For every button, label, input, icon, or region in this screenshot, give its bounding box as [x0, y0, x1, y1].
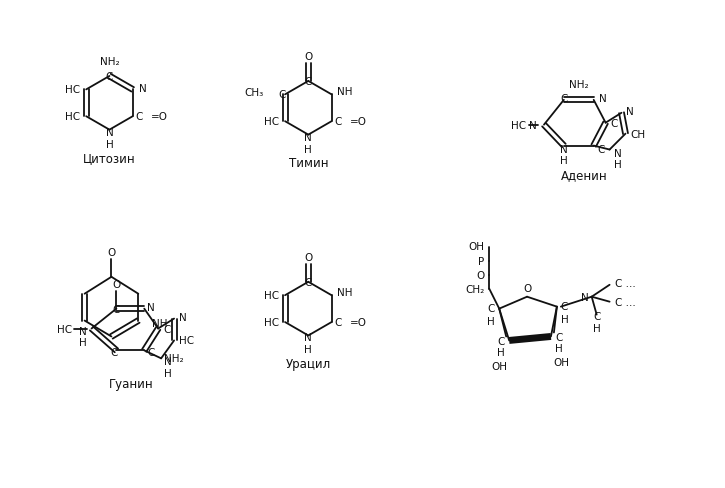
- Text: N: N: [581, 292, 589, 302]
- Text: O: O: [523, 283, 531, 293]
- Text: =O: =O: [349, 317, 366, 327]
- Text: O: O: [112, 279, 120, 289]
- Text: C: C: [136, 112, 143, 122]
- Text: N: N: [560, 144, 568, 154]
- Text: H: H: [304, 144, 312, 154]
- Text: H: H: [304, 345, 312, 355]
- Text: O: O: [304, 252, 312, 263]
- Text: HC: HC: [65, 85, 80, 95]
- Text: N: N: [304, 132, 312, 142]
- Text: OH: OH: [468, 242, 484, 251]
- Text: C: C: [555, 333, 563, 343]
- Text: HC: HC: [57, 324, 72, 334]
- Text: HC: HC: [65, 112, 80, 122]
- Text: C: C: [112, 304, 120, 314]
- Text: C ...: C ...: [615, 297, 635, 307]
- Text: C: C: [334, 317, 342, 327]
- Text: C: C: [488, 303, 495, 313]
- Text: N: N: [79, 326, 86, 336]
- Text: CH₃: CH₃: [244, 88, 263, 98]
- Text: H: H: [164, 368, 172, 379]
- Text: P: P: [478, 256, 484, 266]
- Text: O: O: [476, 270, 484, 280]
- Text: OH: OH: [491, 362, 508, 371]
- Text: H: H: [106, 139, 113, 149]
- Text: N: N: [599, 94, 606, 103]
- Text: O: O: [107, 247, 115, 258]
- Text: =O: =O: [349, 117, 366, 127]
- Text: H: H: [487, 316, 495, 326]
- Text: H: H: [613, 160, 621, 170]
- Text: H: H: [561, 314, 568, 324]
- Text: HC: HC: [264, 117, 279, 127]
- Text: C: C: [111, 347, 118, 358]
- Text: HC: HC: [264, 317, 279, 327]
- Text: =O: =O: [151, 112, 167, 122]
- Text: Урацил: Урацил: [286, 357, 331, 370]
- Text: C: C: [163, 324, 170, 334]
- Text: CH: CH: [631, 129, 645, 140]
- Text: N: N: [613, 148, 621, 158]
- Text: C: C: [498, 337, 505, 347]
- Text: Тимин: Тимин: [289, 157, 328, 170]
- Text: CH₂: CH₂: [465, 284, 484, 294]
- Text: C: C: [560, 94, 568, 103]
- Text: NH₂: NH₂: [99, 57, 119, 67]
- Text: N: N: [304, 333, 312, 343]
- Text: C: C: [561, 301, 568, 311]
- Text: C: C: [147, 347, 154, 358]
- Text: Аденин: Аденин: [560, 168, 607, 182]
- Text: C: C: [610, 119, 618, 128]
- Text: N: N: [626, 106, 634, 117]
- Text: H: H: [593, 323, 600, 333]
- Text: N: N: [138, 84, 146, 94]
- Text: NH₂: NH₂: [569, 80, 589, 90]
- Text: Цитозин: Цитозин: [83, 152, 136, 164]
- Text: O: O: [304, 52, 312, 62]
- Text: H: H: [555, 344, 563, 354]
- Text: C: C: [278, 90, 286, 100]
- Text: NH: NH: [336, 87, 352, 97]
- Text: C: C: [597, 144, 605, 154]
- Text: H: H: [79, 338, 86, 348]
- Text: HC: HC: [179, 336, 194, 346]
- Text: NH: NH: [152, 318, 167, 328]
- Text: OH: OH: [553, 358, 569, 367]
- Text: N: N: [106, 127, 113, 137]
- Text: HC: HC: [511, 121, 526, 130]
- Text: C: C: [106, 72, 113, 82]
- Text: H: H: [497, 347, 505, 358]
- Text: C: C: [593, 311, 600, 321]
- Text: HC: HC: [264, 291, 279, 301]
- Text: H: H: [560, 156, 568, 166]
- Text: NH: NH: [336, 287, 352, 298]
- Text: N: N: [529, 121, 537, 130]
- Text: C: C: [304, 77, 312, 87]
- Text: C: C: [334, 117, 342, 127]
- Text: N: N: [164, 357, 172, 366]
- Text: Гуанин: Гуанин: [109, 377, 154, 390]
- Text: N: N: [147, 302, 155, 312]
- Text: C: C: [304, 277, 312, 287]
- Text: N: N: [179, 312, 187, 322]
- Text: C ...: C ...: [615, 278, 635, 288]
- Text: NH₂: NH₂: [164, 354, 183, 364]
